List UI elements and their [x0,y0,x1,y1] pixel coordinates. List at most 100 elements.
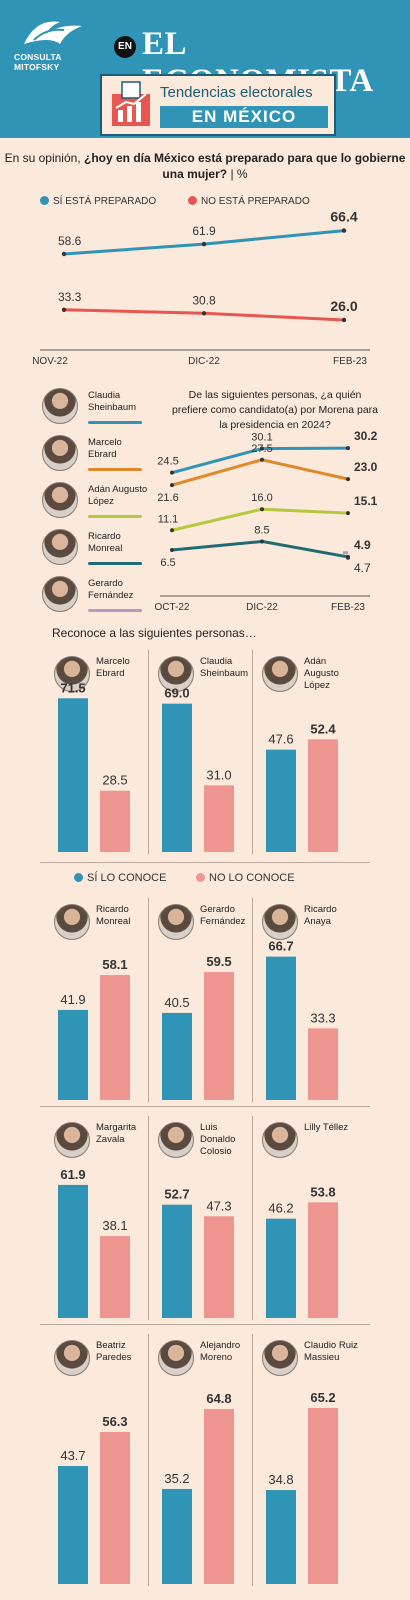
person-name: Ricardo Monreal [96,904,131,927]
person-avatar [54,904,90,940]
chart-morena-candidates: 24.5 30.1 30.2 21.6 27.5 23.0 11.1 16.0 15.1 6.5 8… [154,429,378,613]
bar-value-label: 65.2 [310,1390,335,1405]
bar-value-label: 41.9 [60,992,85,1007]
question-2: De las siguientes personas, ¿a quién pre… [171,389,379,431]
person-avatar [262,656,298,692]
recognition-title: Reconoce a las siguientes personas… [52,626,257,640]
legend-yes-label: SÍ ESTÁ PREPARADO [53,196,157,207]
chart-women-prepared: 58.6 61.9 66.4 33.3 30.8 26.0 NOV-22 DIC-22 FEB-… [32,210,370,367]
data-point [346,555,350,560]
bar-value-label: 47.6 [268,732,293,747]
candidate-name: Marcelo Ebrard [88,437,122,460]
data-label: 33.3 [58,290,82,304]
banner-subtitle: EN MÉXICO [160,106,328,128]
data-point [61,251,67,257]
known-bar [58,1009,88,1100]
banner-title: Tendencias electorales [160,84,313,101]
known-bar [266,1490,296,1584]
row-divider [40,1106,370,1107]
x-tick-label: OCT-22 [154,602,189,613]
legend-dot-red [188,196,197,205]
series-line [170,458,350,487]
column-divider [252,1116,253,1320]
legend-no-label: NO ESTÁ PREPARADO [201,196,310,207]
mitofsky-logo-icon [24,21,82,44]
column-divider [148,1334,149,1586]
bar-value-label: 28.5 [102,773,127,788]
column-divider [148,650,149,854]
data-label: 66.4 [330,210,357,225]
bar-value-label: 43.7 [60,1448,85,1463]
unknown-bar [308,1407,338,1584]
bar-value-label: 47.3 [206,1198,231,1213]
unknown-bar [204,785,234,852]
legend-unknown: NO LO CONOCE [196,872,295,884]
candidate-avatar [42,435,78,471]
person-bar-chart: 66.7 33.3 [266,939,338,1100]
data-point [170,483,174,488]
candidate-legend-line [88,609,142,612]
ballot-chart-icon [112,81,150,126]
known-bar [162,1204,192,1318]
bar-value-label: 31.0 [206,767,231,782]
legend-known-label: SÍ LO CONOCE [87,872,167,884]
data-label: 30.1 [251,432,272,444]
unknown-bar [204,1409,234,1584]
data-label: 4.7 [354,561,371,575]
data-label: 11.1 [158,513,179,525]
data-label: 30.8 [192,293,216,307]
unknown-bar [100,790,130,852]
bar-value-label: 33.3 [310,1010,335,1025]
bar-value-label: 64.8 [206,1391,231,1406]
person-name: Claudio Ruiz Massieu [304,1340,358,1363]
person-bar-chart: 41.9 58.1 [58,957,130,1100]
data-point [61,307,67,312]
data-point [260,457,264,462]
data-point [170,528,174,533]
candidate-avatar [42,529,78,565]
data-point [260,507,264,512]
known-bar [58,1466,88,1584]
bar-value-label: 40.5 [164,995,189,1010]
unknown-bar [204,972,234,1100]
person-name: Marcelo Ebrard [96,656,130,679]
x-tick-label: DIC-22 [246,602,278,613]
data-label: 30.2 [354,429,378,443]
person-bar-chart: 34.8 65.2 [266,1390,338,1584]
data-point [201,241,207,247]
person-bar-chart: 35.2 64.8 [162,1391,234,1584]
x-tick-label: DIC-22 [188,356,220,367]
bar-value-label: 71.5 [60,680,85,695]
bar-value-label: 34.8 [268,1472,293,1487]
candidate-name: Gerardo Fernández [88,578,134,601]
candidate-legend-line [88,515,142,518]
data-label: 27.5 [251,443,272,455]
legend-unknown-label: NO LO CONOCE [209,872,295,884]
person-name: Adán Augusto López [304,656,339,691]
logo-text: CONSULTA MITOFSKY [14,52,62,72]
bar-value-label: 52.4 [310,721,336,736]
q1-suffix: | % [227,167,248,181]
x-tick-label: FEB-23 [333,356,367,367]
question-1: En su opinión, ¿hoy en día México está p… [0,150,410,182]
person-avatar [54,1340,90,1376]
unknown-bar [204,1216,234,1318]
banner: Tendencias electorales EN MÉXICO [100,74,336,136]
person-name: Lilly Téllez [304,1122,349,1133]
person-name: Margarita Zavala [96,1122,137,1145]
known-bar [58,698,88,852]
data-label: 4.9 [354,538,371,552]
known-bar [162,1012,192,1100]
data-point [170,548,174,553]
row-divider [40,1324,370,1325]
data-point [341,317,347,323]
person-avatar [158,904,194,940]
data-label: 16.0 [251,492,272,504]
column-divider [252,898,253,1102]
unknown-bar [308,739,338,852]
bar-value-label: 35.2 [164,1471,189,1486]
bar-value-label: 46.2 [268,1201,293,1216]
legend-yes-prepared: SÍ ESTÁ PREPARADO [40,196,156,207]
known-bar [266,1218,296,1318]
person-bar-chart: 52.7 47.3 [162,1187,234,1318]
